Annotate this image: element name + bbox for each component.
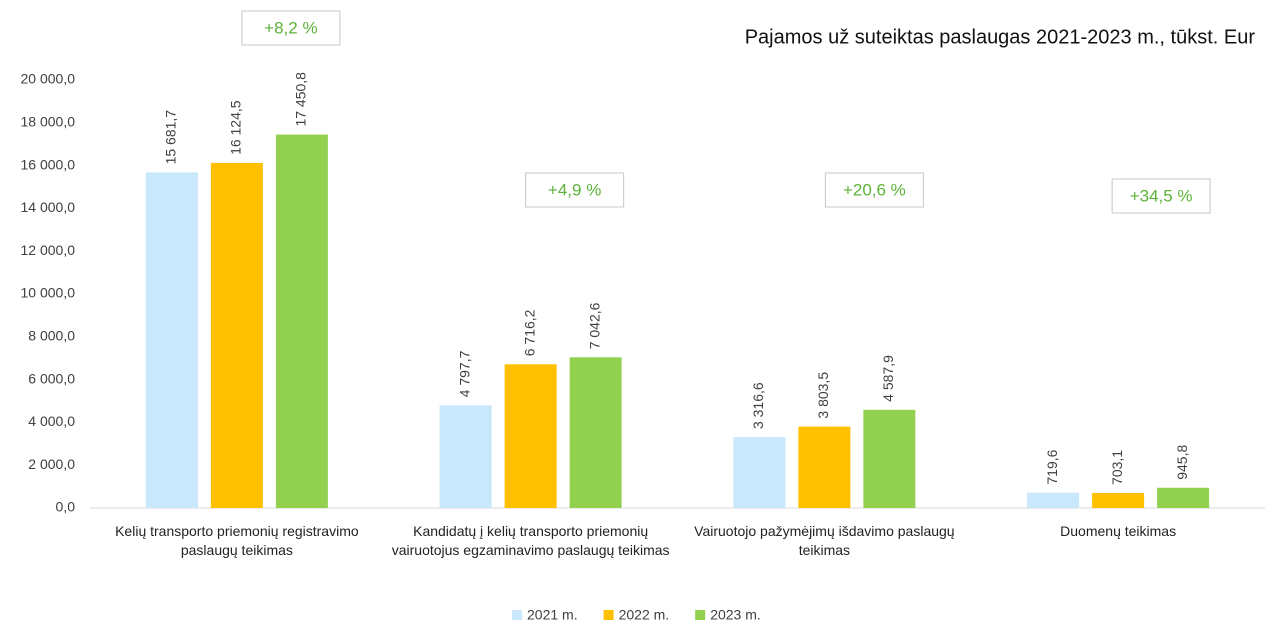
bar [733, 437, 786, 508]
y-tick-label: 2 000,0 [28, 456, 75, 472]
value-label: 7 042,6 [586, 302, 602, 349]
value-label: 945,8 [1174, 445, 1190, 480]
legend-swatch [695, 610, 706, 620]
legend-swatch [603, 610, 614, 620]
y-tick-label: 0,0 [56, 499, 76, 515]
legend-label: 2022 m. [619, 607, 670, 623]
y-tick-label: 10 000,0 [21, 285, 76, 301]
bar [863, 409, 916, 508]
annotation-box [525, 172, 625, 208]
annotation: +8,2 % [264, 18, 317, 37]
value-label: 3 316,6 [750, 382, 766, 429]
annotation-box [241, 10, 341, 46]
y-tick-label: 20 000,0 [21, 71, 76, 87]
bar [1092, 492, 1145, 508]
y-tick-label: 6 000,0 [28, 370, 75, 386]
annotation-box [1111, 178, 1211, 214]
y-tick-label: 18 000,0 [21, 114, 76, 130]
value-label: 703,1 [1109, 450, 1125, 485]
bar [569, 357, 622, 508]
value-label: 15 681,7 [163, 110, 179, 165]
bar [439, 405, 492, 508]
value-label: 4 797,7 [456, 350, 472, 397]
legend-label: 2023 m. [710, 607, 761, 623]
x-tick-label: Duomenų teikimas [1060, 523, 1177, 539]
x-tick-label: Vairuotojo pažymėjimų išdavimo paslaugų … [694, 523, 955, 558]
bar [504, 364, 557, 508]
bar [1157, 487, 1210, 508]
y-tick-label: 16 000,0 [21, 156, 76, 172]
y-tick-label: 14 000,0 [21, 199, 76, 215]
value-label: 719,6 [1044, 449, 1060, 484]
value-label: 17 450,8 [293, 72, 309, 127]
legend-label: 2021 m. [527, 607, 578, 623]
annotation: +20,6 % [843, 180, 906, 199]
bar [145, 172, 198, 508]
x-tick-label: Kelių transporto priemonių registravimo … [115, 523, 359, 558]
legend-swatch [512, 610, 522, 620]
value-label: 4 587,9 [880, 355, 896, 402]
y-tick-label: 4 000,0 [28, 413, 75, 429]
value-label: 16 124,5 [228, 100, 244, 155]
bar [798, 426, 851, 508]
annotation-box [824, 172, 924, 208]
bar [275, 134, 328, 508]
y-tick-label: 8 000,0 [28, 328, 75, 344]
value-label: 6 716,2 [521, 309, 537, 356]
x-tick-label: Kandidatų į kelių transporto priemonių v… [391, 523, 670, 558]
value-label: 3 803,5 [815, 372, 831, 419]
chart-title: Pajamos už suteiktas paslaugas 2021-2023… [745, 26, 1256, 48]
bar [210, 162, 263, 508]
y-tick-label: 12 000,0 [21, 242, 76, 258]
annotation: +34,5 % [1130, 186, 1193, 205]
bar [1027, 492, 1080, 508]
annotation: +4,9 % [548, 180, 601, 199]
